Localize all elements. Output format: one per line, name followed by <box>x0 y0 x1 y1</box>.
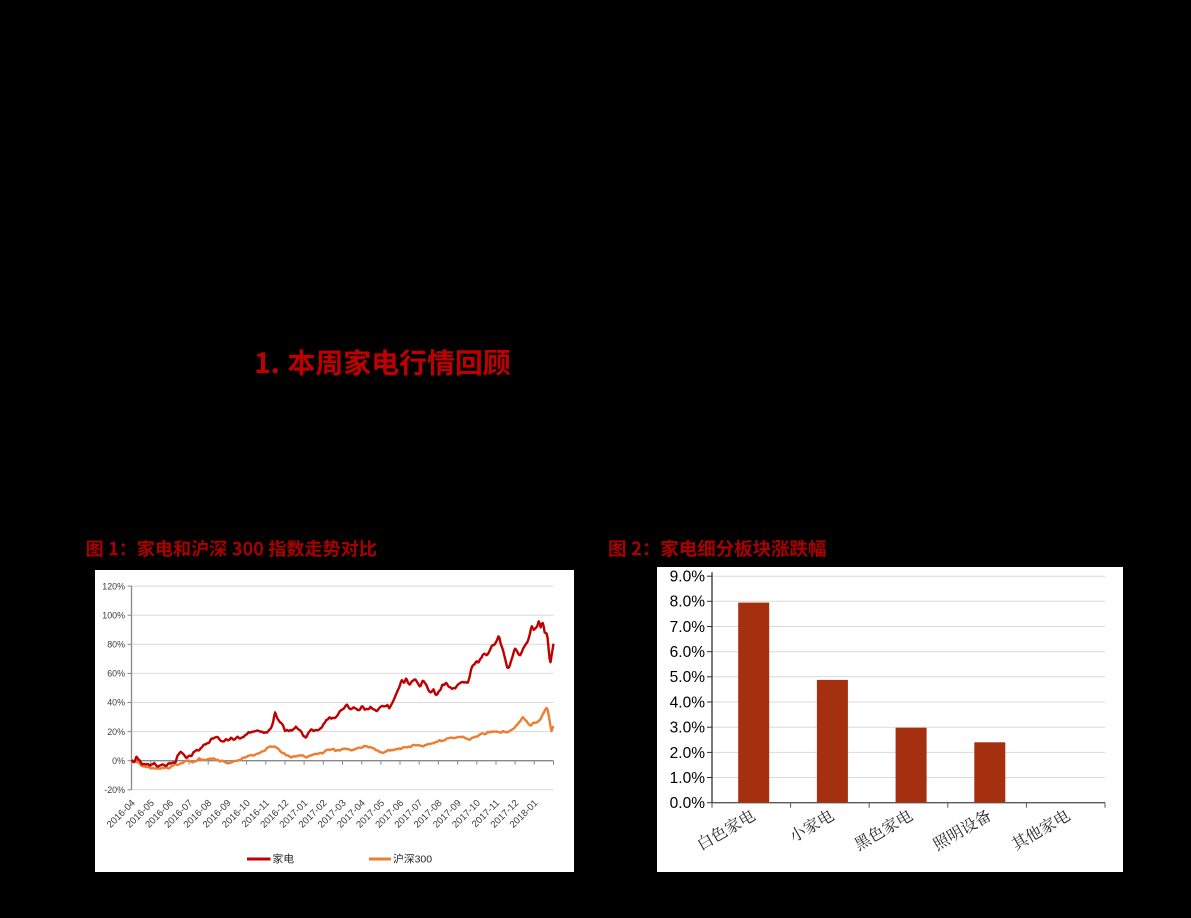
svg-text:1.0%: 1.0% <box>670 770 706 787</box>
svg-text:0%: 0% <box>112 756 125 766</box>
svg-text:300: 300 <box>415 854 433 866</box>
svg-text:9.0%: 9.0% <box>670 569 706 586</box>
svg-text:-20%: -20% <box>104 785 125 795</box>
svg-text:3.0%: 3.0% <box>670 720 706 737</box>
svg-text:4.0%: 4.0% <box>670 694 706 711</box>
svg-text:20%: 20% <box>107 727 125 737</box>
svg-text:5.0%: 5.0% <box>670 669 706 686</box>
svg-text:120%: 120% <box>102 581 125 591</box>
svg-text:100%: 100% <box>102 610 125 620</box>
svg-text:2.0%: 2.0% <box>670 745 706 762</box>
svg-text:8.0%: 8.0% <box>670 594 706 611</box>
svg-text:60%: 60% <box>107 669 125 679</box>
svg-text:0.0%: 0.0% <box>670 795 706 812</box>
svg-text:40%: 40% <box>107 698 125 708</box>
svg-text:7.0%: 7.0% <box>670 619 706 636</box>
svg-text:6.0%: 6.0% <box>670 644 706 661</box>
svg-text:80%: 80% <box>107 640 125 650</box>
